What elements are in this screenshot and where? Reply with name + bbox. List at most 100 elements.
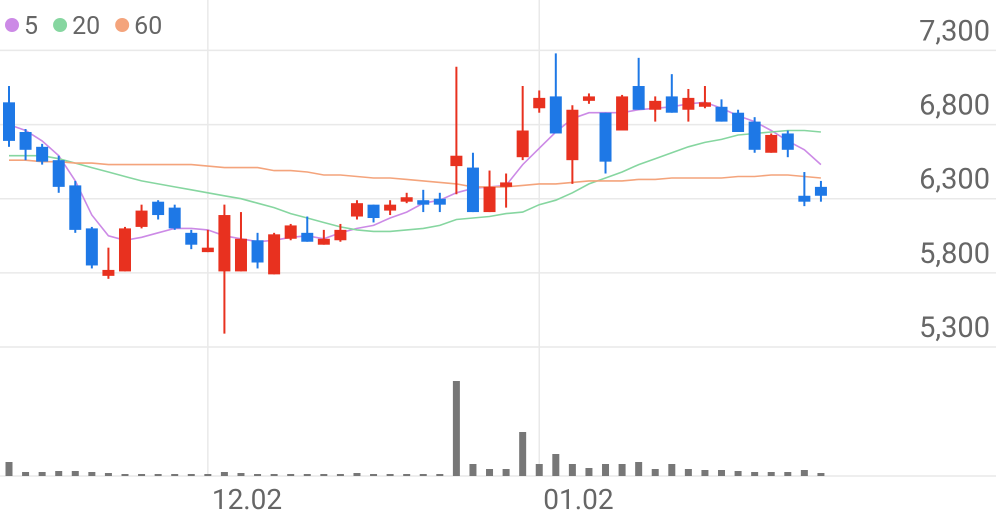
candle [317,229,330,245]
candle-body [185,232,198,245]
candle [36,143,49,165]
y-tick-label: 6,800 [919,89,990,123]
candle [466,152,479,213]
candle-body [566,109,579,161]
volume-bar [22,472,30,476]
volume-bar [71,471,79,476]
candle-body [814,186,827,196]
candle [19,129,32,161]
candle-body [350,203,363,217]
candle-body [781,133,794,150]
candle [384,200,397,216]
volume-bar [88,472,96,476]
candle [582,93,595,104]
candle-body [582,96,595,101]
candle [152,200,165,220]
candle [814,180,827,202]
candle-body [748,121,761,150]
candle-body [234,238,247,272]
volume-bar [684,469,692,476]
candle [450,66,463,195]
candle-body [483,186,496,213]
candle-body [19,131,32,150]
volume-bar [204,474,212,476]
candle [185,229,198,250]
volume-bar [254,474,262,476]
volume-bar [502,469,510,476]
volume-bar [718,470,726,476]
candle-body [52,160,65,187]
volume-bar [303,474,311,476]
volume-bar [668,464,676,476]
volume-bar [469,464,477,476]
volume-bar [618,464,626,476]
volume-bar [602,464,610,476]
candle-body [417,200,430,205]
candle [367,204,380,223]
candle [218,204,231,334]
volume-bar [486,469,494,476]
candle [234,212,247,272]
candle [433,192,446,213]
candle-body [168,207,181,229]
candle [417,189,430,213]
volume-bar [585,468,593,476]
volume-bar [800,470,808,476]
candle-body [533,97,546,109]
candle-body [649,100,662,110]
volume-bar [784,472,792,476]
volume-bar [751,472,759,476]
candle [765,133,778,153]
y-tick-label: 7,300 [919,14,990,48]
candle [715,99,728,122]
candle [69,180,82,233]
candle-body [3,102,15,141]
candle-body [102,269,115,276]
candle-body [632,86,645,110]
candle [533,90,546,113]
legend-marker [115,18,130,32]
legend-label: 5 [24,12,38,41]
candle [400,192,413,204]
candle [682,88,695,122]
candle [798,172,811,207]
candle [549,53,562,134]
volume-bar [154,474,162,476]
volume-bar [320,474,328,476]
volume-bar [386,474,394,476]
candle [632,57,645,110]
candle-body [450,155,463,167]
candle-body [616,96,629,131]
volume-bar [171,474,179,476]
volume-bar [220,472,228,476]
candle [334,223,347,242]
candle-body [201,247,214,253]
volume-bar [55,471,63,476]
candle [135,204,148,229]
volume-bar [734,471,742,476]
candle-body [135,210,148,227]
candle [665,74,678,113]
legend-label: 60 [134,12,162,41]
volume-bar [403,474,411,476]
volume-bar [287,474,295,476]
candle-body [682,97,695,110]
ma-line [8,101,822,243]
candle [616,94,629,131]
candle-body [367,204,380,219]
candle [698,86,711,109]
volume-bar [535,464,543,476]
candle-body [400,197,413,202]
volume-bar [104,473,112,476]
legend-marker [5,18,19,32]
legend-label: 20 [72,12,100,41]
candle [748,117,761,153]
candle-body [218,215,231,272]
candle [566,105,579,184]
volume-bar [568,464,576,476]
y-tick-label: 6,300 [919,163,990,197]
candle-body [301,232,314,242]
legend-marker [53,18,68,32]
candle-body [251,240,264,263]
